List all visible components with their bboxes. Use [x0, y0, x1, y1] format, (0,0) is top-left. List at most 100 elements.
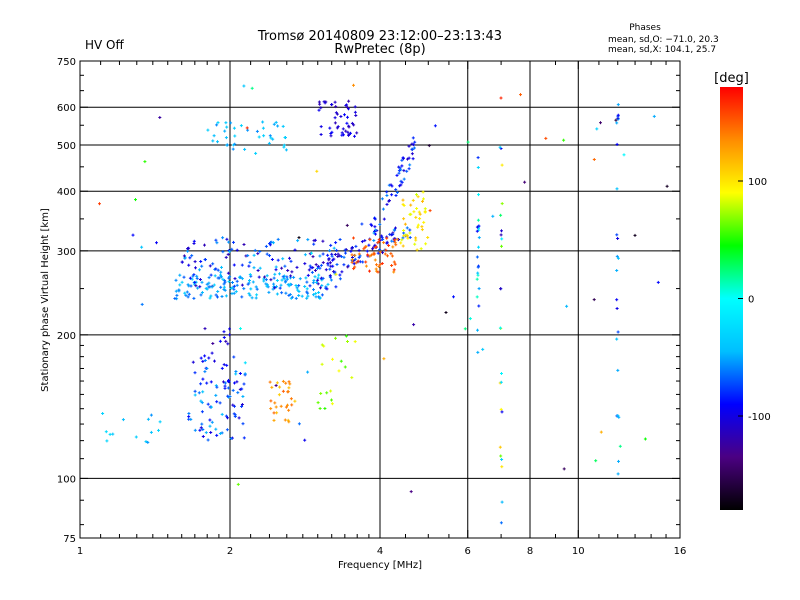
data-point [155, 241, 158, 245]
data-point [426, 236, 430, 239]
data-point [422, 197, 425, 201]
data-point [316, 266, 319, 270]
data-point [305, 280, 309, 284]
data-point [101, 412, 105, 415]
data-point [414, 215, 418, 219]
data-point [360, 222, 364, 226]
data-point [224, 255, 228, 259]
data-point [222, 287, 226, 291]
data-point [214, 238, 218, 242]
data-point [175, 297, 179, 301]
data-point [330, 402, 334, 406]
data-point [240, 263, 244, 267]
data-point [346, 115, 349, 119]
data-point [273, 272, 277, 276]
data-point [389, 233, 393, 237]
data-point [201, 390, 205, 394]
data-point [303, 438, 307, 442]
data-point [281, 389, 285, 393]
data-point [198, 428, 202, 432]
data-point [338, 254, 342, 258]
data-point [231, 281, 234, 284]
data-point [203, 327, 207, 331]
data-point [414, 238, 418, 242]
data-point [316, 278, 320, 282]
data-point [226, 271, 230, 275]
data-point [225, 125, 229, 129]
data-point [134, 435, 138, 439]
data-point [364, 260, 368, 264]
data-point [412, 323, 416, 327]
data-point [405, 169, 409, 173]
data-point [347, 125, 351, 129]
data-point [333, 100, 337, 104]
data-point [227, 249, 231, 252]
data-point [378, 263, 382, 267]
data-point [321, 261, 325, 265]
data-point [267, 141, 271, 145]
data-point [311, 266, 315, 270]
data-point [633, 233, 637, 237]
data-point [267, 290, 271, 294]
data-point [319, 106, 323, 110]
data-point [186, 283, 190, 287]
data-point [380, 236, 384, 240]
data-point [616, 414, 620, 418]
data-point [296, 239, 300, 243]
data-point [372, 231, 376, 235]
data-point [477, 193, 480, 197]
data-point [249, 287, 253, 291]
data-point [343, 365, 347, 369]
data-point [350, 121, 354, 125]
data-point [216, 295, 219, 299]
data-point [275, 279, 279, 282]
data-point [276, 237, 280, 241]
data-point [233, 404, 236, 408]
data-point [234, 290, 238, 294]
data-point [475, 229, 479, 233]
data-point [287, 408, 291, 412]
data-point [248, 273, 252, 276]
data-point [372, 252, 376, 256]
data-point [205, 381, 209, 385]
data-point [201, 435, 205, 438]
data-point [400, 180, 404, 184]
data-point [333, 270, 337, 274]
x-tick-label: 16 [674, 546, 687, 557]
data-point [225, 143, 229, 147]
data-point [111, 432, 115, 436]
data-point [195, 274, 199, 278]
data-point [256, 252, 260, 256]
data-point [177, 289, 181, 293]
data-point [246, 128, 250, 132]
data-point [221, 236, 225, 240]
data-point [293, 248, 297, 252]
data-point [352, 267, 356, 271]
data-point [366, 253, 370, 257]
data-point [376, 270, 380, 274]
data-point [373, 245, 377, 249]
data-point [290, 403, 294, 407]
data-point [477, 287, 481, 291]
data-point [317, 100, 321, 104]
data-point [374, 232, 377, 236]
status-label: HV Off [85, 38, 124, 52]
data-point [616, 330, 620, 334]
data-point [189, 417, 193, 421]
data-point [209, 380, 213, 384]
data-point [499, 96, 503, 100]
x-axis-label: Frequency [MHz] [338, 560, 422, 571]
data-point [616, 472, 620, 476]
data-point [410, 152, 414, 156]
data-point [297, 290, 301, 293]
data-point [324, 100, 328, 104]
data-point [274, 265, 278, 269]
data-point [212, 283, 216, 287]
data-point [273, 401, 277, 405]
data-point [225, 428, 229, 432]
data-point [310, 270, 314, 274]
data-point [289, 397, 293, 401]
data-point [250, 86, 254, 90]
data-point [272, 418, 276, 422]
data-point [286, 390, 290, 394]
